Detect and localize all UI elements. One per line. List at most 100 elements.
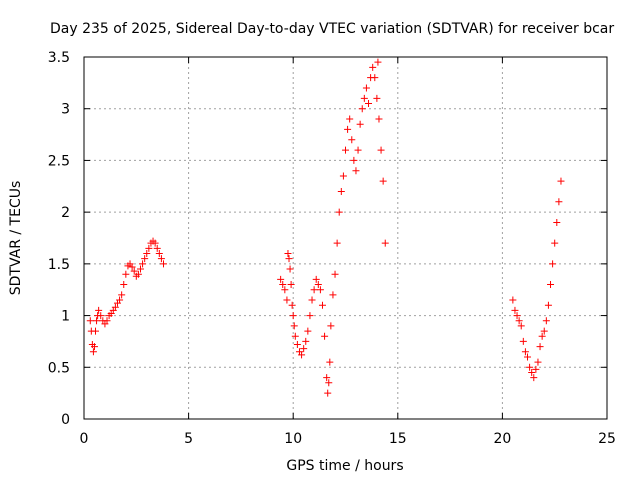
data-point: [136, 265, 144, 273]
data-point: [323, 374, 331, 382]
data-point: [538, 332, 546, 340]
data-point: [360, 94, 368, 102]
data-point: [374, 58, 382, 66]
data-point: [89, 348, 97, 356]
data-point: [371, 74, 379, 82]
data-point: [155, 250, 163, 258]
data-point: [513, 312, 521, 320]
y-tick-label: 1: [61, 309, 70, 325]
y-tick-label: 2.5: [48, 153, 70, 169]
data-point: [92, 327, 100, 335]
data-point: [285, 255, 293, 263]
data-point: [344, 125, 352, 133]
data-point: [551, 239, 559, 247]
data-point: [532, 365, 540, 373]
y-tick-labels: 0 0.5 1 1.5 2 2.5 3 3.5: [48, 50, 70, 428]
data-point: [553, 218, 561, 226]
y-tick-label: 0.5: [48, 360, 70, 376]
y-tick-label: 3: [61, 102, 70, 118]
data-point: [530, 374, 538, 382]
x-tick-label: 15: [389, 431, 407, 447]
data-point: [365, 100, 373, 108]
data-point: [544, 301, 552, 309]
data-point: [143, 250, 151, 258]
data-point: [293, 341, 301, 349]
x-tick-label: 10: [284, 431, 302, 447]
data-point: [379, 177, 387, 185]
data-point: [284, 250, 292, 258]
data-point: [557, 177, 565, 185]
data-point: [157, 255, 165, 263]
data-point: [326, 358, 334, 366]
chart-title: Day 235 of 2025, Sidereal Day-to-day VTE…: [50, 21, 614, 37]
x-tick-label: 5: [184, 431, 193, 447]
x-tick-labels: 0 5 10 15 20 25: [80, 431, 616, 447]
y-axis-title: SDTVAR / TECUs: [8, 181, 24, 296]
data-point: [325, 379, 333, 387]
data-point: [324, 389, 332, 397]
data-point: [331, 270, 339, 278]
data-point: [159, 260, 167, 268]
y-tick-label: 2: [61, 205, 70, 221]
data-point: [291, 332, 299, 340]
data-point: [509, 296, 517, 304]
data-point: [116, 296, 124, 304]
data-point: [375, 115, 383, 123]
data-point: [120, 281, 128, 289]
data-point: [536, 343, 544, 351]
data-point: [342, 146, 349, 154]
data-point: [337, 187, 345, 195]
data-point: [528, 368, 536, 376]
data-point: [316, 286, 324, 294]
data-point: [517, 322, 525, 330]
data-point: [524, 353, 532, 361]
data-point: [549, 260, 557, 268]
y-tick-label: 0: [61, 412, 70, 428]
data-point: [327, 322, 335, 330]
data-point: [300, 345, 308, 353]
data-point: [348, 136, 356, 144]
y-tick-label: 1.5: [48, 257, 70, 273]
data-point: [519, 337, 527, 345]
data-point: [287, 281, 295, 289]
data-point: [352, 167, 360, 175]
data-point: [128, 263, 136, 271]
data-point: [310, 286, 318, 294]
data-point: [111, 303, 119, 311]
data-point: [511, 306, 519, 314]
data-point: [542, 317, 550, 325]
data-point: [318, 301, 326, 309]
data-point: [103, 317, 111, 325]
data-point: [279, 281, 287, 289]
x-tick-label: 25: [598, 431, 616, 447]
data-point: [306, 312, 314, 320]
data-point: [141, 255, 149, 263]
grid-lines: [84, 57, 607, 419]
data-point: [358, 105, 366, 113]
data-point: [314, 281, 322, 289]
data-point: [283, 296, 291, 304]
data-points: [86, 58, 565, 397]
plot-frame: [83, 56, 608, 420]
data-point: [93, 317, 101, 325]
data-point: [373, 94, 381, 102]
data-point: [312, 275, 320, 283]
data-point: [290, 322, 298, 330]
data-point: [329, 291, 337, 299]
data-point: [134, 270, 142, 278]
data-point: [346, 115, 354, 123]
data-point: [298, 351, 306, 359]
data-point: [308, 296, 316, 304]
data-point: [97, 312, 105, 320]
data-point: [321, 332, 329, 340]
data-point: [304, 327, 312, 335]
data-point: [277, 275, 285, 283]
tick-marks: [83, 56, 608, 420]
data-point: [286, 265, 294, 273]
x-tick-label: 0: [80, 431, 89, 447]
data-point: [526, 363, 534, 371]
x-tick-label: 20: [493, 431, 511, 447]
data-point: [90, 343, 98, 351]
data-point: [377, 146, 385, 154]
